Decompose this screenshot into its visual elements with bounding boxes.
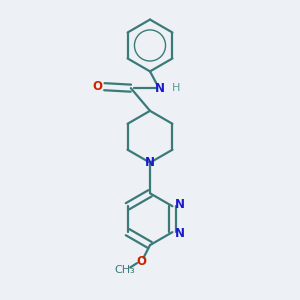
Text: N: N bbox=[155, 82, 165, 95]
Text: O: O bbox=[92, 80, 102, 93]
Text: CH₃: CH₃ bbox=[115, 265, 135, 275]
Text: N: N bbox=[175, 198, 185, 211]
Text: H: H bbox=[171, 83, 180, 93]
Text: N: N bbox=[145, 156, 155, 169]
Text: N: N bbox=[175, 227, 185, 240]
Text: O: O bbox=[136, 255, 146, 268]
